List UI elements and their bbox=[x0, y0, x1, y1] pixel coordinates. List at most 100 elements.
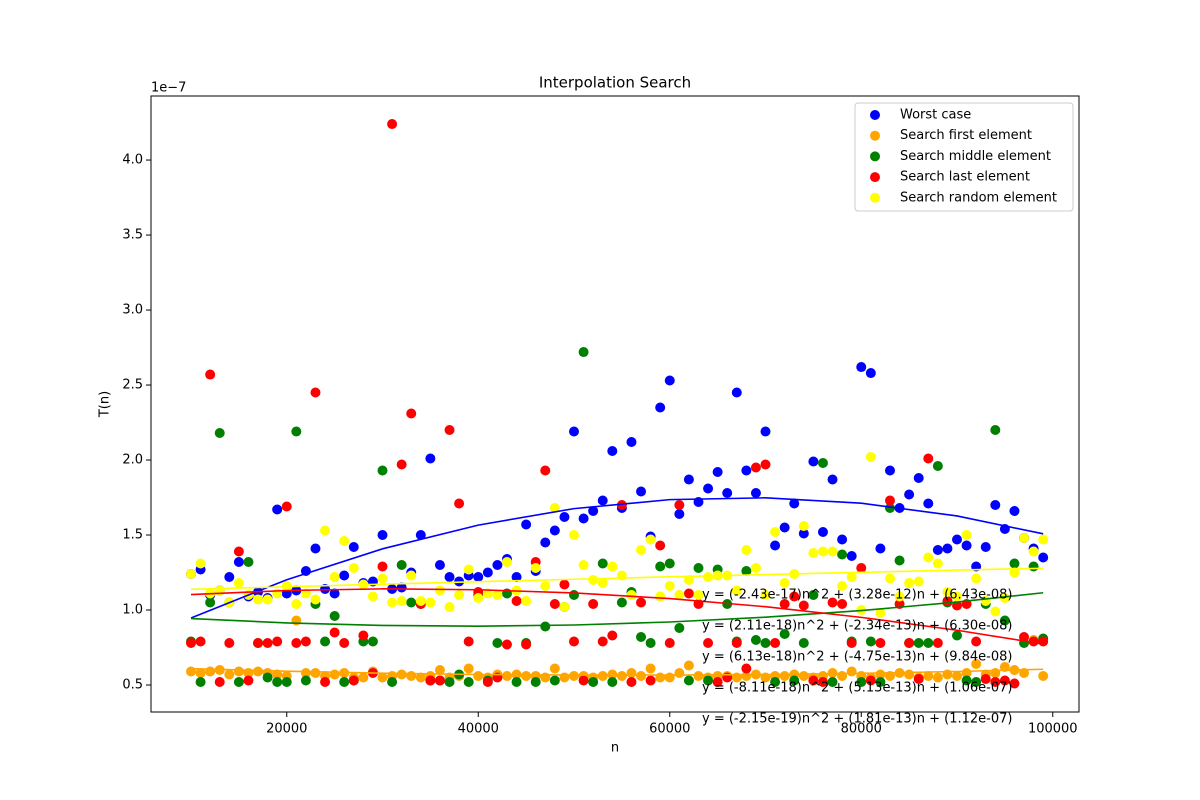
scatter-point bbox=[205, 369, 216, 380]
scatter-point bbox=[463, 677, 474, 688]
scatter-point bbox=[597, 636, 608, 647]
scatter-point bbox=[865, 368, 876, 379]
scatter-point bbox=[932, 545, 943, 556]
scatter-point bbox=[703, 483, 714, 494]
scatter-point bbox=[377, 465, 388, 476]
scatter-point bbox=[913, 473, 924, 484]
scatter-point bbox=[798, 600, 809, 611]
scatter-point bbox=[578, 560, 589, 571]
scatter-point bbox=[952, 630, 963, 641]
scatter-point bbox=[253, 638, 264, 649]
scatter-point bbox=[741, 545, 752, 556]
scatter-point bbox=[655, 540, 666, 551]
scatter-point bbox=[262, 672, 273, 683]
scatter-point bbox=[569, 590, 580, 601]
scatter-point bbox=[329, 669, 340, 680]
scatter-point bbox=[521, 671, 532, 682]
scatter-point bbox=[454, 590, 465, 601]
scatter-point bbox=[521, 519, 532, 530]
scatter-point bbox=[731, 387, 742, 398]
scatter-point bbox=[387, 119, 398, 130]
scatter-point bbox=[750, 462, 761, 473]
scatter-point bbox=[817, 527, 828, 538]
scatter-point bbox=[980, 674, 991, 685]
scatter-point bbox=[607, 677, 618, 688]
scatter-point bbox=[482, 567, 493, 578]
scatter-point bbox=[636, 486, 647, 497]
scatter-point bbox=[1009, 506, 1020, 517]
scatter-point bbox=[300, 636, 311, 647]
scatter-point bbox=[961, 675, 972, 686]
scatter-point bbox=[875, 608, 886, 619]
scatter-point bbox=[291, 426, 302, 437]
x-axis-label: n bbox=[611, 741, 619, 756]
scatter-point bbox=[607, 630, 618, 641]
scatter-point bbox=[396, 560, 407, 571]
scatter-point bbox=[310, 387, 321, 398]
scatter-point bbox=[760, 426, 771, 437]
scatter-point bbox=[837, 599, 848, 610]
scatter-point bbox=[884, 465, 895, 476]
scatter-point bbox=[415, 672, 426, 683]
scatter-point bbox=[942, 543, 953, 554]
scatter-point bbox=[722, 488, 733, 499]
scatter-point bbox=[999, 615, 1010, 626]
scatter-point bbox=[913, 638, 924, 649]
scatter-point bbox=[731, 638, 742, 649]
scatter-point bbox=[884, 503, 895, 514]
scatter-point bbox=[415, 596, 426, 607]
scatter-point bbox=[703, 638, 714, 649]
scatter-point bbox=[770, 540, 781, 551]
scatter-point bbox=[511, 572, 522, 583]
plot-area: y = (-2.43e-17)n^2 + (3.28e-12)n + (6.43… bbox=[186, 119, 1049, 727]
scatter-point bbox=[884, 495, 895, 506]
scatter-point bbox=[741, 566, 752, 577]
y-tick-label: 2.0 bbox=[122, 453, 143, 468]
scatter-point bbox=[444, 572, 455, 583]
scatter-point bbox=[693, 563, 704, 574]
scatter-point bbox=[645, 638, 656, 649]
fit-line bbox=[190, 497, 1044, 619]
scatter-point bbox=[971, 659, 982, 670]
legend: Worst case Search first element Search mid… bbox=[854, 102, 1074, 212]
scatter-point bbox=[310, 543, 321, 554]
scatter-point bbox=[865, 636, 876, 647]
scatter-point bbox=[616, 597, 627, 608]
scatter-point bbox=[549, 503, 560, 514]
scatter-point bbox=[894, 591, 905, 602]
scatter-point bbox=[875, 638, 886, 649]
scatter-point bbox=[272, 504, 283, 515]
scatter-point bbox=[789, 591, 800, 602]
scatter-point bbox=[396, 459, 407, 470]
scatter-point bbox=[923, 498, 934, 509]
scatter-point bbox=[454, 498, 465, 509]
scatter-point bbox=[703, 675, 714, 686]
legend-label: Search last element bbox=[900, 170, 1030, 185]
scatter-point bbox=[348, 675, 359, 686]
scatter-point bbox=[923, 552, 934, 563]
scatter-point bbox=[195, 636, 206, 647]
scatter-point bbox=[214, 677, 225, 688]
scatter-point bbox=[540, 672, 551, 683]
scatter-point bbox=[195, 668, 206, 679]
scatter-point bbox=[856, 677, 867, 688]
scatter-point bbox=[406, 408, 417, 419]
scatter-point bbox=[971, 636, 982, 647]
scatter-point bbox=[760, 638, 771, 649]
scatter-point bbox=[387, 597, 398, 608]
scatter-point bbox=[310, 594, 321, 605]
scatter-point bbox=[569, 671, 580, 682]
scatter-point bbox=[549, 675, 560, 686]
scatter-point bbox=[281, 501, 292, 512]
scatter-point bbox=[741, 663, 752, 674]
scatter-point bbox=[329, 627, 340, 638]
scatter-point bbox=[817, 546, 828, 557]
scatter-point bbox=[798, 671, 809, 682]
scatter-point bbox=[224, 638, 235, 649]
x-tick-label: 20000 bbox=[266, 722, 307, 737]
scatter-point bbox=[626, 437, 637, 448]
scatter-point bbox=[521, 596, 532, 607]
scatter-point bbox=[712, 677, 723, 688]
scatter-point bbox=[904, 669, 915, 680]
